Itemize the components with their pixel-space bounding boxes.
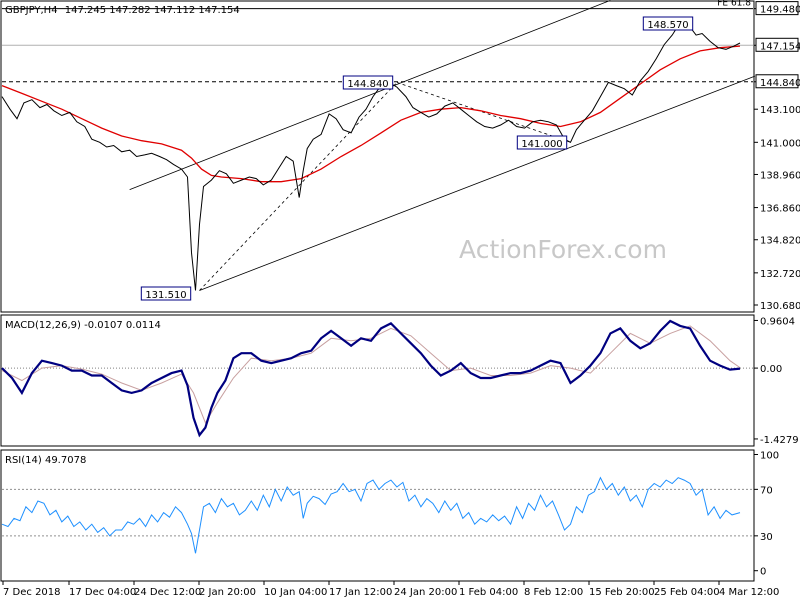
macd-tick-label: 0.9604 <box>760 316 795 327</box>
x-tick-label: 24 Jan 20:00 <box>394 587 457 598</box>
rsi-panel: RSI(14) 49.7078 100 70 30 0 <box>0 449 779 582</box>
price-tick-box <box>755 37 799 52</box>
x-tick-label: 25 Feb 04:00 <box>654 587 720 598</box>
pivot-label: 141.000 <box>521 139 562 150</box>
x-tick-label: 2 Jan 20:00 <box>199 587 256 598</box>
price-tick-box <box>755 1 799 16</box>
macd-panel: MACD(12,26,9) -0.0107 0.0114 0.9604 0.00 -… <box>0 314 799 447</box>
fibonacci-label: FE 61.8 <box>717 0 751 9</box>
rsi-tick-label: 0 <box>760 567 766 578</box>
price-tick-label: 138.960 <box>760 170 800 181</box>
price-tick-label: 141.000 <box>760 138 800 149</box>
price-layer: FE 61.8 148.570 144.840 141.000 131.510 149.4… <box>1 0 800 312</box>
rsi-layer: 100 70 30 0 <box>1 450 779 578</box>
macd-tick-label: 0.00 <box>760 364 782 375</box>
pivot-label-box <box>140 286 192 301</box>
x-tick-label: 17 Dec 04:00 <box>69 587 136 598</box>
x-tick-label: 4 Mar 12:00 <box>719 587 779 598</box>
pivot-label-box <box>516 135 568 150</box>
price-tick-label: 149.480 <box>760 5 800 16</box>
price-tick-box <box>755 74 799 89</box>
x-tick-label: 17 Jan 12:00 <box>329 587 392 598</box>
macd-tick-label: -1.4279 <box>760 435 799 446</box>
macd-main-line <box>1 319 741 438</box>
x-tick-label: 10 Jan 04:00 <box>264 587 327 598</box>
rsi-tick-label: 70 <box>760 485 773 496</box>
header-symbol: GBPJPY,H4 <box>5 5 58 16</box>
pivot-label-box <box>642 16 694 31</box>
price-tick-label: 132.720 <box>760 269 800 280</box>
ema-line <box>1 45 741 183</box>
rsi-title: RSI(14) 49.7078 <box>5 455 86 466</box>
price-tick-label: 147.154 <box>760 41 800 52</box>
price-panel: ActionForex.com GBPJPY,H4 147.245 147.28… <box>0 0 800 313</box>
rsi-panel-frame <box>0 449 755 582</box>
rsi-line <box>1 476 741 554</box>
x-tick-label: 7 Dec 2018 <box>3 587 61 598</box>
price-tick-label: 134.820 <box>760 236 800 247</box>
price-panel-frame <box>0 0 755 313</box>
macd-title: MACD(12,26,9) -0.0107 0.0114 <box>5 320 161 331</box>
header-ohlc: 147.245 147.282 147.112 147.154 <box>65 5 240 16</box>
x-tick-label: 8 Feb 12:00 <box>524 587 583 598</box>
trendline-lower-channel <box>199 75 756 291</box>
x-tick-label: 1 Feb 04:00 <box>459 587 518 598</box>
trendline-upper-channel <box>129 0 611 190</box>
pivot-label: 148.570 <box>647 20 688 31</box>
pivot-label-box <box>342 75 394 90</box>
rsi-tick-label: 100 <box>760 450 779 461</box>
trendline-dashed <box>396 82 571 143</box>
macd-layer: 0.9604 0.00 -1.4279 <box>1 316 799 446</box>
x-tick-label: 24 Dec 12:00 <box>134 587 201 598</box>
price-tick-label: 136.860 <box>760 204 800 215</box>
chart-header: GBPJPY,H4 147.245 147.282 147.112 147.15… <box>5 5 240 16</box>
price-tick-label: 130.680 <box>760 301 800 312</box>
watermark: ActionForex.com <box>459 235 667 264</box>
pivot-label: 144.840 <box>347 79 388 90</box>
price-tick-label: 144.840 <box>760 78 800 89</box>
price-line <box>1 21 741 291</box>
rsi-tick-label: 30 <box>760 532 773 543</box>
pivot-label: 131.510 <box>145 290 186 301</box>
price-tick-label: 143.100 <box>760 105 800 116</box>
x-tick-label: 15 Feb 20:00 <box>589 587 655 598</box>
